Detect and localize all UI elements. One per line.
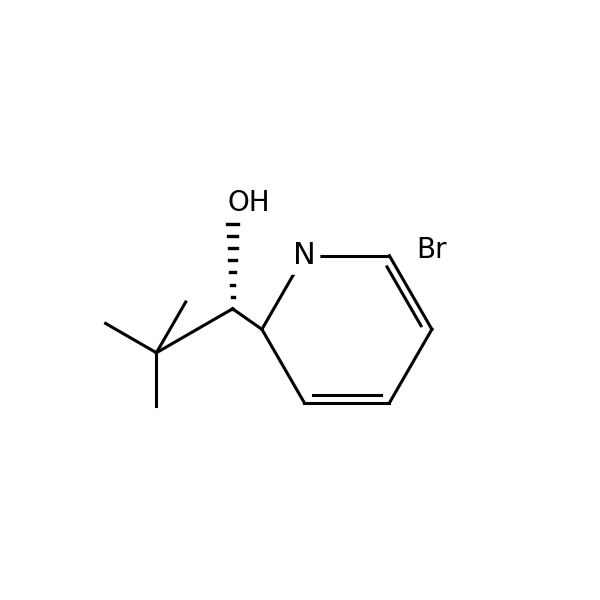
Text: OH: OH bbox=[227, 189, 271, 217]
Text: Br: Br bbox=[416, 236, 447, 264]
Text: N: N bbox=[293, 241, 316, 270]
